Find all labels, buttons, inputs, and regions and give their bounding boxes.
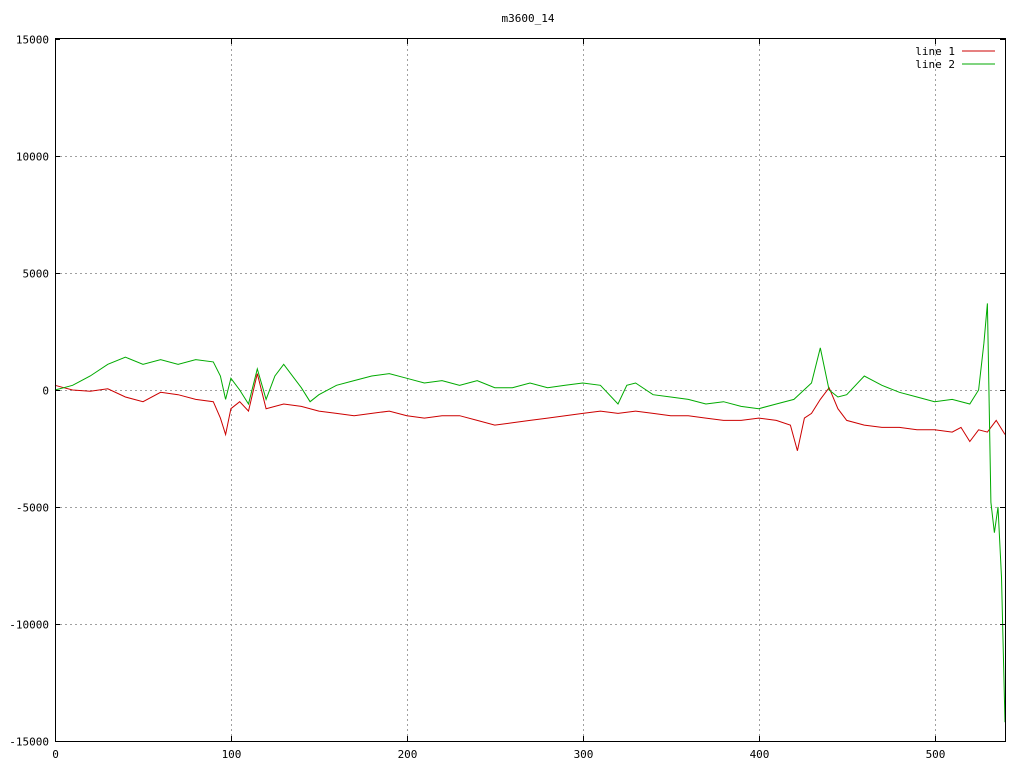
grid	[55, 39, 1005, 741]
chart-title: m3600_14	[502, 12, 555, 25]
legend-label: line 2	[915, 58, 955, 71]
axis-ticks: 0 100 200 300 400 500 -15000 -10000 -5000 0 5000 10…	[9, 34, 1005, 761]
series-line-1	[54, 373, 1006, 451]
y-tick-label: 5000	[23, 268, 50, 281]
x-tick-label: 200	[398, 748, 418, 761]
y-tick-label: -10000	[9, 619, 49, 632]
y-tick-label: -5000	[16, 502, 49, 515]
series-layer	[54, 303, 1006, 723]
y-tick-label: 0	[42, 385, 49, 398]
legend-label: line 1	[915, 45, 955, 58]
x-tick-label: 100	[222, 748, 242, 761]
y-tick-label: -15000	[9, 736, 49, 749]
y-tick-label: 15000	[16, 34, 49, 47]
x-tick-label: 0	[52, 748, 59, 761]
y-tick-label: 10000	[16, 151, 49, 164]
x-tick-label: 400	[750, 748, 770, 761]
x-tick-label: 500	[926, 748, 946, 761]
x-tick-label: 300	[574, 748, 594, 761]
series-line-2	[54, 303, 1006, 723]
